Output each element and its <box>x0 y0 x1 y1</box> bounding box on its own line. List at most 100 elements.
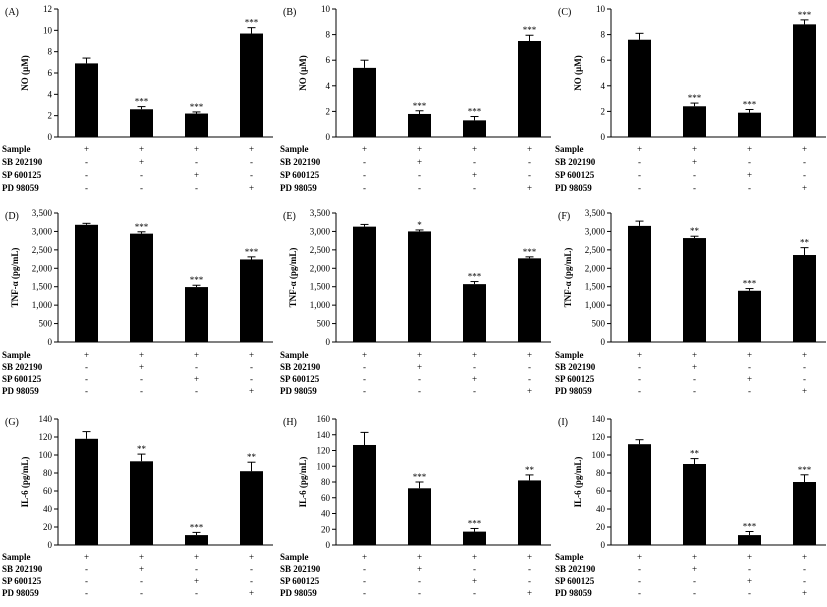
treatment-row-label: PD 98059 <box>2 588 39 598</box>
treatment-symbol: + <box>472 552 477 562</box>
treatment-symbol: - <box>473 157 476 167</box>
treatment-symbol: + <box>194 552 199 562</box>
y-tick-label: 20 <box>43 522 53 532</box>
y-tick-label: 2,000 <box>585 263 606 273</box>
treatment-symbol: + <box>472 374 477 384</box>
treatment-row-label: Sample <box>280 144 309 154</box>
bar <box>518 41 541 137</box>
significance-marker: *** <box>743 99 757 109</box>
treatment-symbol: + <box>527 350 532 360</box>
treatment-row-label: SB 202190 <box>280 157 321 167</box>
treatment-row-label: SB 202190 <box>555 157 596 167</box>
significance-marker: *** <box>245 18 259 28</box>
y-tick-label: 0 <box>326 337 331 347</box>
treatment-symbol: - <box>85 362 88 372</box>
y-tick-label: 3,000 <box>32 226 53 236</box>
panel-e: (E) 0 500 1,000 1,500 2,000 2,500 3,000 3,500 TNF… <box>280 208 551 396</box>
bar <box>185 113 208 137</box>
y-tick-label: 140 <box>39 414 53 424</box>
significance-marker: *** <box>468 518 482 528</box>
treatment-symbol: - <box>638 588 641 598</box>
treatment-row-label: Sample <box>555 350 584 360</box>
significance-marker: *** <box>190 522 204 532</box>
treatment-symbol: - <box>528 362 531 372</box>
significance-marker: *** <box>468 272 482 282</box>
treatment-row-label: PD 98059 <box>280 183 317 193</box>
treatment-symbol: - <box>250 374 253 384</box>
y-tick-label: 60 <box>43 486 53 496</box>
treatment-symbol: - <box>250 157 253 167</box>
y-tick-label: 1,500 <box>32 282 53 292</box>
y-tick-label: 500 <box>317 319 331 329</box>
treatment-symbol: + <box>194 350 199 360</box>
treatment-symbol: - <box>363 386 366 396</box>
treatment-symbol: + <box>692 157 697 167</box>
bar <box>683 238 706 342</box>
treatment-row-label: Sample <box>2 552 31 562</box>
treatment-symbol: - <box>748 588 751 598</box>
treatment-symbol: - <box>418 374 421 384</box>
significance-marker: *** <box>798 465 812 475</box>
y-tick-label: 10 <box>43 25 53 35</box>
bar <box>683 464 706 545</box>
treatment-symbol: - <box>693 170 696 180</box>
treatment-symbol: + <box>692 350 697 360</box>
y-tick-label: 40 <box>596 504 606 514</box>
significance-marker: ** <box>690 226 700 236</box>
bar <box>75 224 98 342</box>
bar <box>683 106 706 137</box>
treatment-symbol: - <box>85 157 88 167</box>
treatment-symbol: - <box>85 374 88 384</box>
panel-label: (A) <box>5 7 19 18</box>
treatment-symbol: + <box>417 552 422 562</box>
treatment-symbol: + <box>194 576 199 586</box>
treatment-symbol: + <box>802 552 807 562</box>
treatment-symbol: - <box>85 588 88 598</box>
treatment-symbol: - <box>528 157 531 167</box>
y-tick-label: 4 <box>601 81 606 91</box>
treatment-symbol: + <box>362 144 367 154</box>
treatment-symbol: + <box>527 588 532 598</box>
treatment-symbol: - <box>85 576 88 586</box>
panel-d: (D) 0 500 1,000 1,500 2,000 2,500 3,000 3,500 TNF… <box>2 208 273 396</box>
y-tick-label: 4 <box>326 81 331 91</box>
treatment-symbol: - <box>195 157 198 167</box>
y-tick-label: 20 <box>596 522 606 532</box>
y-tick-label: 1,000 <box>585 300 606 310</box>
bar <box>240 33 263 137</box>
treatment-symbol: - <box>528 576 531 586</box>
significance-marker: *** <box>190 102 204 112</box>
panel-a: (A) 0 2 4 6 8 10 12 NO (µM) *** *** *** Sample + + + + SB… <box>2 4 273 193</box>
treatment-symbol: - <box>638 157 641 167</box>
treatment-symbol: - <box>195 183 198 193</box>
treatment-symbol: + <box>692 362 697 372</box>
y-tick-label: 3,500 <box>32 208 53 218</box>
treatment-symbol: - <box>195 564 198 574</box>
treatment-symbol: + <box>692 144 697 154</box>
treatment-symbol: + <box>194 144 199 154</box>
y-tick-label: 0 <box>326 132 331 142</box>
y-tick-label: 6 <box>601 55 606 65</box>
treatment-row-label: SB 202190 <box>280 362 321 372</box>
bar <box>738 535 761 545</box>
y-tick-label: 100 <box>592 450 606 460</box>
treatment-symbol: - <box>748 183 751 193</box>
panel-label: (H) <box>283 417 297 428</box>
treatment-symbol: - <box>473 564 476 574</box>
treatment-symbol: + <box>249 350 254 360</box>
y-tick-label: 0 <box>601 540 606 550</box>
bar <box>408 113 431 137</box>
bar <box>75 63 98 137</box>
treatment-symbol: + <box>472 144 477 154</box>
treatment-row-label: SB 202190 <box>2 564 43 574</box>
y-tick-label: 60 <box>596 486 606 496</box>
treatment-symbol: + <box>802 588 807 598</box>
y-tick-label: 3,500 <box>310 208 331 218</box>
treatment-symbol: - <box>693 588 696 598</box>
treatment-symbol: - <box>85 564 88 574</box>
bar <box>75 438 98 545</box>
y-tick-label: 10 <box>596 4 606 14</box>
